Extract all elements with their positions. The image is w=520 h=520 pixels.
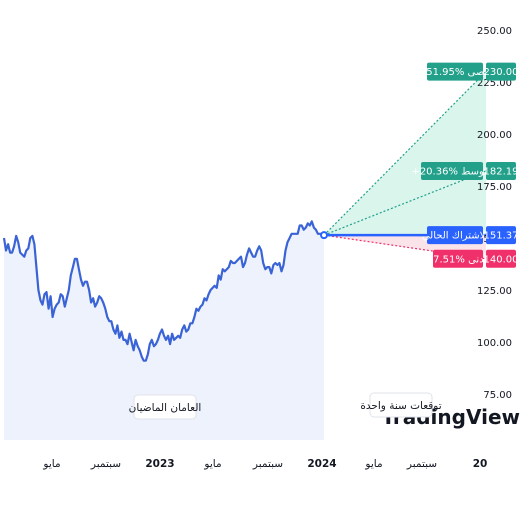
x-tick-label: 2023 (145, 458, 174, 470)
current-price-point (320, 231, 328, 240)
forecast-tag-label: الاشتراك الحالي (422, 231, 488, 242)
price-area-fill (4, 221, 324, 440)
x-tick-label: سبتمبر (406, 458, 437, 470)
y-tick-label: 75.00 (483, 390, 512, 401)
price-line (2, 220, 325, 362)
price-line-layer (2, 220, 328, 362)
future-period-pill: توقعات سنة واحدة (360, 392, 442, 418)
past-period-pill: العامان الماضيان (129, 394, 202, 420)
forecast-tag-price: 182.19 (484, 167, 519, 178)
y-tick-label: 125.00 (477, 286, 512, 297)
forecast-tag-price: 230.00 (484, 67, 519, 78)
y-tick-label: 200.00 (477, 130, 512, 141)
x-axis: مايو سبتمبر 2023 مايو سبتمبر 2024 مايو سبتمبر 20 (42, 458, 487, 470)
y-tick-label: 175.00 (477, 182, 512, 193)
x-tick-label: سبتمبر (252, 458, 283, 470)
x-tick-label: مايو (203, 458, 221, 470)
past-period-label: العامان الماضيان (129, 402, 202, 414)
x-tick-label: مايو (364, 458, 382, 470)
price-area (4, 221, 324, 440)
y-tick-label: 225.00 (477, 78, 512, 89)
future-period-label: توقعات سنة واحدة (360, 400, 441, 412)
forecast-tag-price: 151.37 (484, 231, 519, 242)
forecast-tag-label: -7.51% أدنى (430, 252, 487, 265)
x-tick-label: سبتمبر (90, 458, 121, 470)
x-tick-label: مايو (42, 458, 60, 470)
forecast-tag-label: +51.95% أقصى (418, 65, 492, 78)
forecast-tag-label: +20.36% متوسط (411, 167, 492, 178)
x-tick-label: 20 (473, 458, 488, 470)
forecast-tag-price: 140.00 (484, 254, 519, 265)
y-tick-label: 100.00 (477, 338, 512, 349)
y-tick-label: 250.00 (477, 26, 512, 37)
forecast-average-line (323, 170, 487, 236)
x-tick-label: 2024 (307, 458, 336, 470)
